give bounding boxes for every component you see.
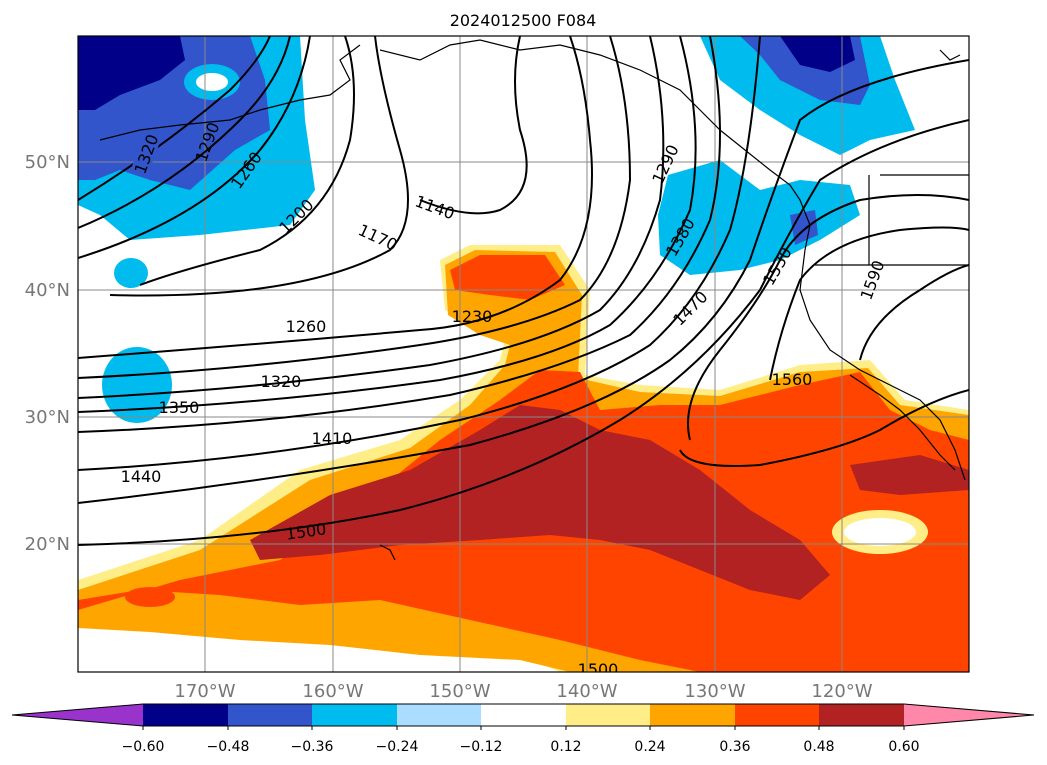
- gridlines: [78, 36, 969, 672]
- lon-label: 120°W: [811, 681, 872, 702]
- lat-label: 40°N: [25, 280, 70, 301]
- negative-anomaly-fill: [78, 36, 915, 423]
- colorbar-segment: [228, 704, 312, 726]
- colorbar: [11, 703, 1035, 730]
- contour-label: 1500: [578, 660, 619, 679]
- lon-label: 130°W: [684, 681, 745, 702]
- colorbar-extend-high: [904, 704, 1034, 726]
- contour-label: 1410: [312, 429, 353, 448]
- lon-label: 150°W: [429, 681, 490, 702]
- colorbar-tick-label: 0.36: [719, 739, 750, 755]
- lon-label: 160°W: [302, 681, 363, 702]
- colorbar-tick-label: 0.12: [550, 739, 581, 755]
- height-contours: [78, 36, 969, 546]
- colorbar-tick-label: 0.60: [888, 739, 919, 755]
- coastlines: [99, 39, 969, 561]
- lat-label: 30°N: [25, 407, 70, 428]
- longitude-labels: 170°W 160°W 150°W 140°W 130°W 120°W: [174, 681, 872, 702]
- lat-label: 50°N: [25, 152, 70, 173]
- contour-label: 1560: [772, 370, 813, 389]
- colorbar-tick-label: −0.60: [122, 739, 165, 755]
- contour-label: 1440: [121, 467, 162, 486]
- colorbar-tick-label: 0.24: [634, 739, 665, 755]
- lat-label: 20°N: [25, 534, 70, 555]
- colorbar-tick-label: 0.48: [803, 739, 834, 755]
- contour-label: 1350: [159, 398, 200, 417]
- colorbar-segment: [397, 704, 481, 726]
- colorbar-tick-label: −0.24: [376, 739, 419, 755]
- colorbar-segment: [481, 704, 566, 726]
- latitude-labels: 50°N 40°N 30°N 20°N: [25, 152, 70, 555]
- colorbar-segment: [650, 704, 735, 726]
- contour-label: 1320: [261, 372, 302, 391]
- colorbar-tick-labels: −0.60 −0.48 −0.36 −0.24 −0.12 0.12 0.24 …: [122, 739, 920, 755]
- colorbar-segment: [819, 704, 904, 726]
- positive-anomaly-fill: [78, 245, 969, 672]
- colorbar-segment: [312, 704, 397, 726]
- colorbar-tick-label: −0.48: [207, 739, 250, 755]
- lon-label: 140°W: [556, 681, 617, 702]
- map-frame: [77, 35, 970, 673]
- contour-labels: 1320 1290 1260 1200 1170 1140 1230 1260 …: [121, 120, 889, 679]
- lon-label: 170°W: [174, 681, 235, 702]
- colorbar-tick-label: −0.12: [460, 739, 503, 755]
- map-title: 2024012500 F084: [450, 11, 597, 30]
- colorbar-extend-low: [12, 704, 143, 726]
- contour-label: 1230: [452, 307, 493, 326]
- colorbar-segment: [143, 704, 228, 726]
- colorbar-segment: [566, 704, 650, 726]
- colorbar-segment: [735, 704, 819, 726]
- colorbar-tick-label: −0.36: [291, 739, 334, 755]
- contour-label: 1260: [286, 317, 327, 336]
- map-panel: 1320 1290 1260 1200 1170 1140 1230 1260 …: [78, 36, 969, 679]
